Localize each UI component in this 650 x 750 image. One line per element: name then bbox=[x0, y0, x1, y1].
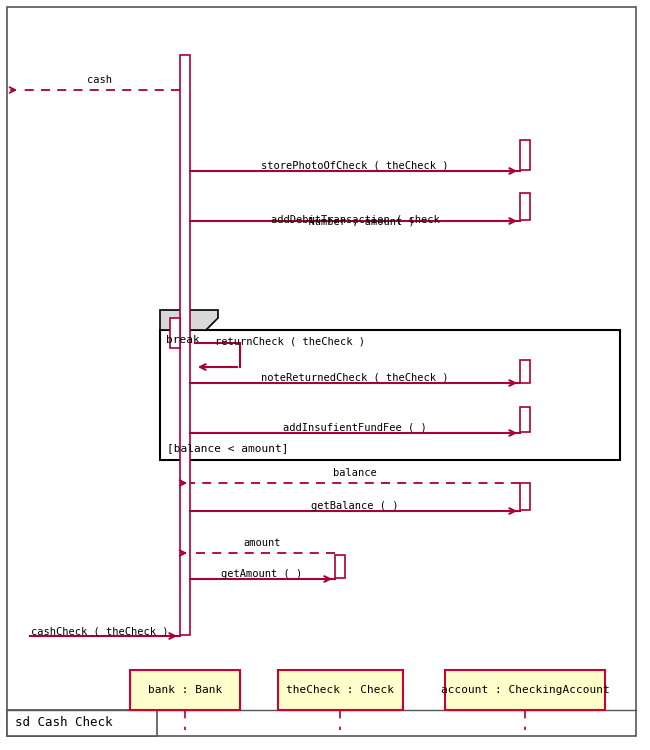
Bar bbox=[520, 140, 530, 170]
Bar bbox=[130, 670, 240, 710]
Bar bbox=[335, 555, 345, 578]
Text: theCheck : Check: theCheck : Check bbox=[286, 685, 394, 695]
Text: returnCheck ( theCheck ): returnCheck ( theCheck ) bbox=[215, 337, 365, 347]
Text: getBalance ( ): getBalance ( ) bbox=[311, 501, 398, 511]
Polygon shape bbox=[7, 692, 157, 736]
Text: amount: amount bbox=[243, 538, 281, 548]
Text: cash: cash bbox=[88, 75, 112, 85]
Text: noteReturnedCheck ( theCheck ): noteReturnedCheck ( theCheck ) bbox=[261, 373, 448, 383]
Bar bbox=[520, 193, 530, 220]
Text: balance: balance bbox=[333, 468, 377, 478]
Bar bbox=[520, 360, 530, 383]
Text: Number , amount ): Number , amount ) bbox=[296, 216, 415, 226]
Text: account : CheckingAccount: account : CheckingAccount bbox=[441, 685, 610, 695]
Polygon shape bbox=[160, 310, 218, 330]
Text: addDebitTransaction ( check: addDebitTransaction ( check bbox=[270, 215, 439, 225]
Text: addInsufientFundFee ( ): addInsufientFundFee ( ) bbox=[283, 422, 427, 432]
Text: [balance < amount]: [balance < amount] bbox=[167, 443, 289, 453]
Bar bbox=[180, 55, 190, 635]
Text: storePhotoOfCheck ( theCheck ): storePhotoOfCheck ( theCheck ) bbox=[261, 161, 448, 171]
Bar bbox=[170, 318, 180, 348]
Text: sd Cash Check: sd Cash Check bbox=[15, 716, 112, 730]
Bar bbox=[520, 483, 530, 510]
Text: cashCheck ( theCheck ): cashCheck ( theCheck ) bbox=[31, 626, 169, 636]
Text: break: break bbox=[166, 335, 200, 345]
Text: bank : Bank: bank : Bank bbox=[148, 685, 222, 695]
Bar bbox=[160, 330, 620, 460]
Bar bbox=[520, 407, 530, 432]
Bar bbox=[278, 670, 402, 710]
Bar bbox=[445, 670, 605, 710]
Text: getAmount ( ): getAmount ( ) bbox=[222, 569, 303, 579]
